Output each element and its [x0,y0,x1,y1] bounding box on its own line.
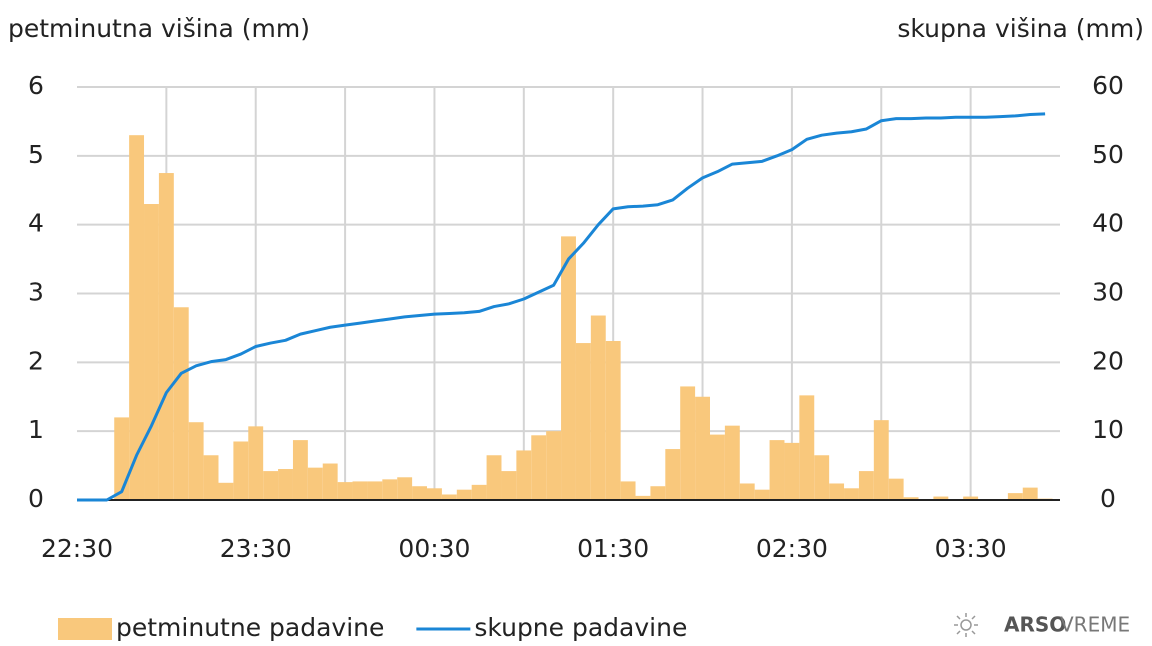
y2-axis-label: skupna višina (mm) [897,14,1144,43]
bar [933,496,949,500]
logo-icon [954,613,978,637]
legend-label: petminutne padavine [116,613,384,642]
y-tick-label: 1 [28,415,44,444]
bar [903,497,919,500]
x-tick-label: 03:30 [935,534,1007,563]
y2-tick-label: 0 [1100,484,1116,513]
y-tick-label: 4 [28,209,44,238]
bar [248,426,264,500]
bar [158,173,174,500]
marks [77,112,1060,502]
bar [590,315,606,500]
bar [605,340,621,500]
bar [784,442,800,500]
y-tick-label: 2 [28,346,44,375]
bar [307,467,323,500]
bar [292,440,308,500]
bar [471,484,487,500]
brand-rest: VREME [1060,613,1130,637]
bar [382,479,398,500]
bar [278,469,293,500]
x-tick-label: 22:30 [41,534,113,563]
bar [858,471,874,500]
y2-tick-label: 10 [1092,415,1124,444]
x-tick-label: 01:30 [577,534,649,563]
y2-tick-label: 50 [1092,140,1124,169]
y2-tick-label: 60 [1092,71,1124,100]
bar [322,463,338,500]
bar [129,135,145,500]
x-tick-label: 23:30 [220,534,292,563]
bar [829,483,845,500]
y-axis-label: petminutna višina (mm) [8,14,310,43]
bar [635,495,651,500]
y2-tick-label: 40 [1092,209,1124,238]
bar [218,482,234,500]
bar [427,488,442,500]
x-tick-label: 02:30 [756,534,828,563]
bar [1007,493,1023,500]
legend-swatch [58,618,112,640]
bar [531,435,547,500]
bar [412,486,428,500]
bar [337,482,353,500]
line [77,112,1046,502]
bar [456,489,472,500]
y-tick-label: 5 [28,140,44,169]
legend-label: skupne padavine [474,613,687,642]
bar [144,204,159,500]
bar [173,307,189,500]
brand-logo: ARSO VREME [954,613,1130,637]
bar [114,417,130,500]
bar [695,396,710,500]
bar [575,343,591,500]
bar [754,489,770,500]
bar [1022,487,1038,500]
bar [352,481,368,500]
bar [367,481,383,500]
bar [769,440,785,500]
bar [441,494,457,500]
y2-tick-label: 30 [1092,278,1124,307]
brand-bold: ARSO [1004,613,1066,637]
bar [561,236,576,500]
bar [680,386,696,500]
bar [709,434,725,500]
bar [873,420,889,500]
bar [888,478,904,500]
y2-tick-label: 20 [1092,346,1124,375]
bar [233,441,249,500]
bar [516,450,532,500]
bar [665,449,681,500]
y-tick-label: 0 [28,484,44,513]
bar [397,477,413,500]
y-tick-label: 3 [28,278,44,307]
bar [963,496,979,500]
bar [650,486,666,500]
bar [486,455,502,500]
bar [844,488,859,500]
x-tick-label: 00:30 [398,534,470,563]
bar [814,455,830,500]
bar [620,481,636,500]
bar [188,422,204,500]
bar [263,471,279,500]
bar [546,431,562,500]
bar [739,483,755,500]
bar [203,455,219,500]
bar [799,395,815,500]
bar [501,471,517,500]
y-tick-label: 6 [28,71,44,100]
bar [724,425,740,500]
